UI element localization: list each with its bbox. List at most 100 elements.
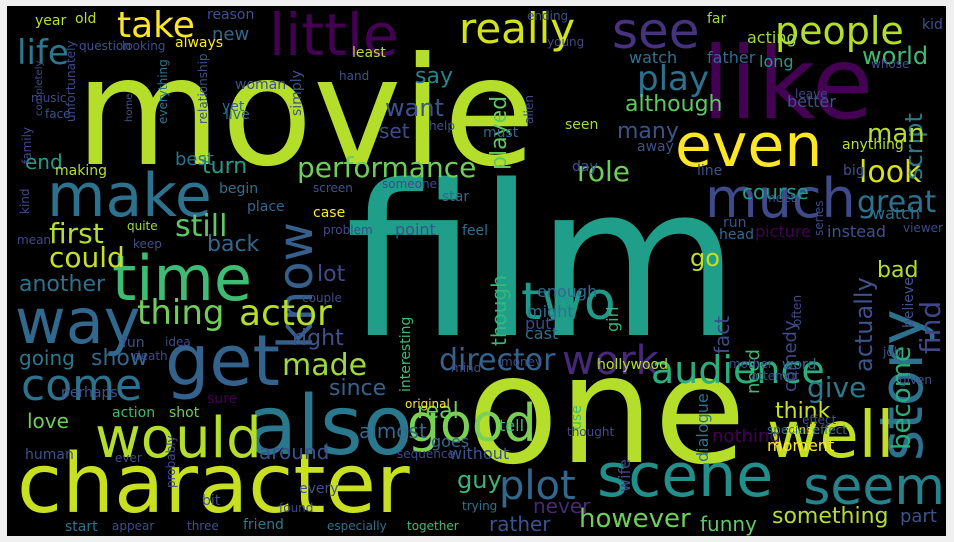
- word: death: [133, 349, 168, 363]
- word: cast: [525, 324, 559, 343]
- word: moment: [767, 436, 835, 455]
- word: work: [562, 338, 659, 384]
- word: mother: [729, 357, 773, 371]
- word: two: [521, 272, 616, 332]
- word: bit: [202, 493, 221, 509]
- word: play: [637, 59, 709, 99]
- word: instead: [827, 222, 886, 241]
- word: head: [719, 227, 754, 243]
- word: acting: [747, 28, 797, 47]
- word: begin: [219, 181, 259, 197]
- word: real: [417, 399, 459, 424]
- word: word: [782, 357, 817, 373]
- word: think: [775, 399, 831, 424]
- word: still: [175, 209, 228, 244]
- word: come: [21, 360, 143, 411]
- word: character: [17, 437, 410, 532]
- word: attempt: [751, 369, 800, 383]
- word: could: [49, 241, 125, 274]
- word: money: [501, 355, 543, 369]
- word: everything: [156, 59, 170, 124]
- word: almost: [359, 419, 427, 443]
- word: lot: [317, 262, 346, 287]
- word: year: [35, 13, 67, 29]
- word: say: [415, 64, 453, 89]
- word: music: [31, 91, 67, 105]
- word: looking: [122, 39, 166, 53]
- word: hand: [339, 69, 370, 83]
- word: special effect: [767, 423, 848, 437]
- word: thought: [567, 425, 615, 439]
- word: help: [429, 119, 455, 133]
- word: since: [329, 376, 387, 401]
- word: action: [112, 405, 156, 421]
- word: love: [27, 409, 69, 433]
- word: kind: [18, 188, 32, 214]
- word: plot: [499, 463, 576, 509]
- word: good: [407, 394, 537, 454]
- word: hollywood: [597, 357, 668, 373]
- word: young: [547, 35, 585, 49]
- word: yet: [222, 99, 245, 115]
- word: performance: [297, 151, 477, 184]
- word: people: [775, 9, 904, 53]
- word: course: [742, 180, 809, 204]
- word: every: [299, 481, 339, 497]
- word: film: [345, 140, 741, 385]
- word: original: [405, 397, 450, 411]
- word: three: [187, 519, 219, 533]
- word: wife: [615, 458, 634, 492]
- word: role: [577, 155, 631, 188]
- word: however: [579, 504, 691, 534]
- word: screen: [313, 181, 353, 195]
- word: best: [175, 149, 214, 170]
- word: away: [637, 139, 674, 155]
- word: time: [112, 242, 253, 315]
- word: see: [612, 6, 700, 60]
- word: simply: [289, 70, 305, 116]
- word: day: [572, 159, 598, 175]
- word: man: [867, 119, 925, 149]
- word: relationship: [196, 53, 210, 124]
- word: perhaps: [61, 385, 118, 401]
- word: although: [625, 92, 723, 117]
- word: ever: [115, 451, 142, 465]
- word: mean: [17, 233, 52, 247]
- word: believe: [901, 277, 917, 328]
- word: human: [25, 447, 74, 463]
- word: face: [45, 107, 71, 121]
- word: point: [395, 220, 436, 239]
- word: become: [887, 345, 917, 450]
- word: least: [352, 45, 386, 61]
- word: appear: [112, 519, 155, 533]
- word: problem: [323, 223, 373, 237]
- word: sure: [207, 391, 238, 407]
- word: girl: [603, 306, 622, 332]
- word: really: [459, 6, 576, 53]
- word: fun: [122, 335, 145, 351]
- word: effect: [802, 413, 837, 427]
- word: made: [282, 348, 368, 383]
- word: viewer: [903, 221, 943, 235]
- word: dialogue: [693, 393, 712, 462]
- word: one: [467, 324, 747, 498]
- word: bad: [877, 258, 919, 283]
- word: well: [767, 399, 895, 473]
- word: found: [279, 501, 314, 515]
- word: like: [702, 25, 874, 142]
- word: mind: [451, 361, 482, 375]
- word: world: [862, 42, 929, 70]
- word: funny: [700, 512, 757, 536]
- word-cloud: movie film one character like also would…: [7, 6, 946, 536]
- word: go: [690, 244, 720, 272]
- word: another: [19, 272, 106, 297]
- word: new: [212, 24, 250, 45]
- word: right: [292, 326, 344, 351]
- word: kid: [922, 17, 943, 33]
- word: meet: [764, 191, 796, 205]
- word: set: [379, 119, 410, 143]
- word: great: [857, 185, 937, 220]
- word: friend: [243, 517, 284, 533]
- word: star: [442, 189, 470, 205]
- word: movie: [75, 26, 536, 200]
